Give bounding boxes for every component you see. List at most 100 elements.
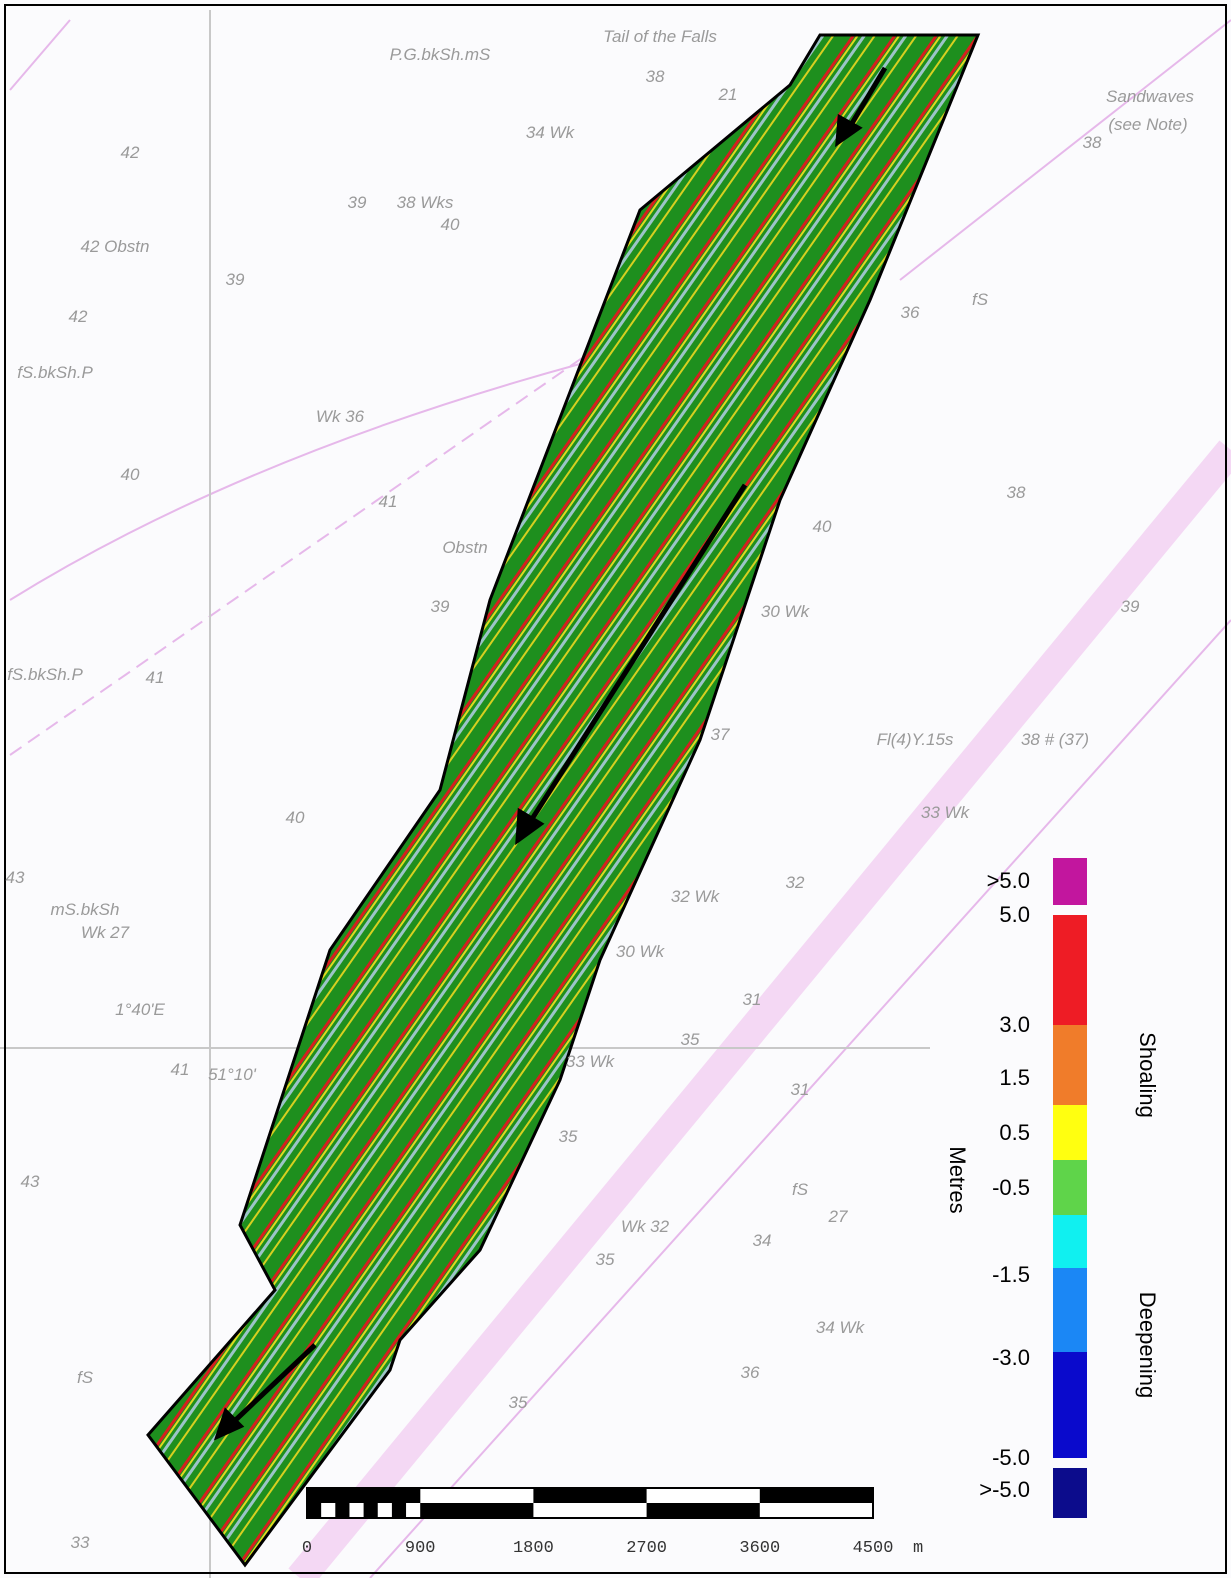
scale-segment	[760, 1488, 873, 1503]
map-label: 35	[559, 1127, 578, 1146]
map-label: Obstn	[442, 538, 487, 557]
legend-swatch	[1053, 1025, 1087, 1105]
scale-tick-label: 0	[302, 1539, 312, 1558]
scale-check	[307, 1503, 321, 1518]
map-label: mS.bkSh	[51, 900, 120, 919]
scale-check	[349, 1488, 363, 1503]
scale-check	[321, 1488, 335, 1503]
map-label: 39	[226, 270, 245, 289]
map-label: 40	[286, 808, 305, 827]
map-label: 40	[441, 215, 460, 234]
legend-label: >5.0	[987, 868, 1030, 893]
legend-label: -0.5	[992, 1175, 1030, 1200]
map-label: P.G.bkSh.mS	[390, 45, 491, 64]
map-label: Tail of the Falls	[603, 27, 717, 46]
map-label: 42 Obstn	[81, 237, 150, 256]
legend-swatch	[1053, 1105, 1087, 1160]
map-label: 35	[509, 1393, 528, 1412]
map-label: 51°10'	[208, 1065, 257, 1084]
map-label: 35	[681, 1030, 700, 1049]
map-label: Wk 36	[316, 407, 365, 426]
scale-check	[406, 1488, 420, 1503]
legend-swatch	[1053, 858, 1087, 905]
map-label: 33 Wk	[921, 803, 971, 822]
scale-check	[378, 1488, 392, 1503]
map-label: 40	[121, 465, 140, 484]
map-label: 34	[753, 1231, 772, 1250]
map-label: 30 Wk	[616, 942, 666, 961]
map-label: 41	[171, 1060, 190, 1079]
map-label: 42	[69, 307, 88, 326]
map-label: 36	[741, 1363, 760, 1382]
scale-tick-label: 900	[405, 1539, 436, 1558]
map-label: 43	[21, 1172, 40, 1191]
map-label: Fl(4)Y.15s	[877, 730, 954, 749]
map-label: 33	[71, 1533, 90, 1552]
map: Metres Shoaling Deepening Tail of the Fa…	[0, 0, 1231, 1578]
map-label: 43	[6, 868, 25, 887]
map-label: (see Note)	[1108, 115, 1187, 134]
legend-title: Metres	[945, 1146, 970, 1213]
map-label: 38	[1083, 133, 1102, 152]
map-label: Wk 27	[81, 923, 130, 942]
map-label: fS	[792, 1180, 809, 1199]
map-label: 35	[596, 1250, 615, 1269]
map-label: 27	[828, 1207, 848, 1226]
map-label: 39	[1121, 597, 1140, 616]
map-label: fS.bkSh.P	[7, 665, 83, 684]
map-label: 30 Wk	[761, 602, 811, 621]
legend-swatch	[1053, 1160, 1087, 1215]
scale-segment	[647, 1503, 760, 1518]
legend-label: -5.0	[992, 1445, 1030, 1470]
scale-segment	[420, 1503, 533, 1518]
map-label: 42	[121, 143, 140, 162]
map-label: 37	[711, 725, 730, 744]
map-label: Sandwaves	[1106, 87, 1194, 106]
map-label: 41	[146, 668, 165, 687]
map-label: 39	[431, 597, 450, 616]
legend-label: 0.5	[999, 1120, 1030, 1145]
map-label: 40	[813, 517, 832, 536]
map-label: 36	[901, 303, 920, 322]
legend-swatch	[1053, 1268, 1087, 1352]
map-label: 34 Wk	[816, 1318, 866, 1337]
map-label: fS.bkSh.P	[17, 363, 93, 382]
map-label: 32	[786, 873, 805, 892]
map-label: 21	[718, 85, 738, 104]
scale-segment	[533, 1488, 646, 1503]
scale-unit: m	[913, 1539, 923, 1558]
legend-shoaling: Shoaling	[1135, 1032, 1160, 1118]
scale-tick-label: 1800	[513, 1539, 554, 1558]
legend-swatch	[1053, 1215, 1087, 1268]
map-label: Wk 32	[621, 1217, 670, 1236]
map-label: 39	[348, 193, 367, 212]
map-label: 41	[379, 492, 398, 511]
map-label: 38	[1007, 483, 1026, 502]
legend-label: 3.0	[999, 1012, 1030, 1037]
legend-label: 5.0	[999, 902, 1030, 927]
legend-label: >-5.0	[979, 1477, 1030, 1502]
scale-tick-label: 2700	[626, 1539, 667, 1558]
map-label: 1°40'E	[115, 1000, 165, 1019]
map-label: 32 Wk	[671, 887, 721, 906]
map-label: fS	[972, 290, 989, 309]
scale-tick-label: 4500	[853, 1539, 894, 1558]
legend-swatch	[1053, 1468, 1087, 1518]
map-label: 38 # (37)	[1021, 730, 1089, 749]
scale-check	[364, 1503, 378, 1518]
legend-label: -3.0	[992, 1345, 1030, 1370]
map-label: fS	[77, 1368, 94, 1387]
legend-label: 1.5	[999, 1065, 1030, 1090]
scale-tick-label: 3600	[739, 1539, 780, 1558]
map-label: 31	[791, 1080, 810, 1099]
legend-swatch	[1053, 915, 1087, 1025]
map-label: 38	[646, 67, 665, 86]
map-label: 34 Wk	[526, 123, 576, 142]
legend-label: -1.5	[992, 1262, 1030, 1287]
map-label: 33 Wk	[566, 1052, 616, 1071]
legend-swatch	[1053, 1352, 1087, 1458]
scale-check	[335, 1503, 349, 1518]
map-label: 31	[743, 990, 762, 1009]
map-label: 38 Wks	[397, 193, 454, 212]
legend-deepening: Deepening	[1135, 1292, 1160, 1398]
